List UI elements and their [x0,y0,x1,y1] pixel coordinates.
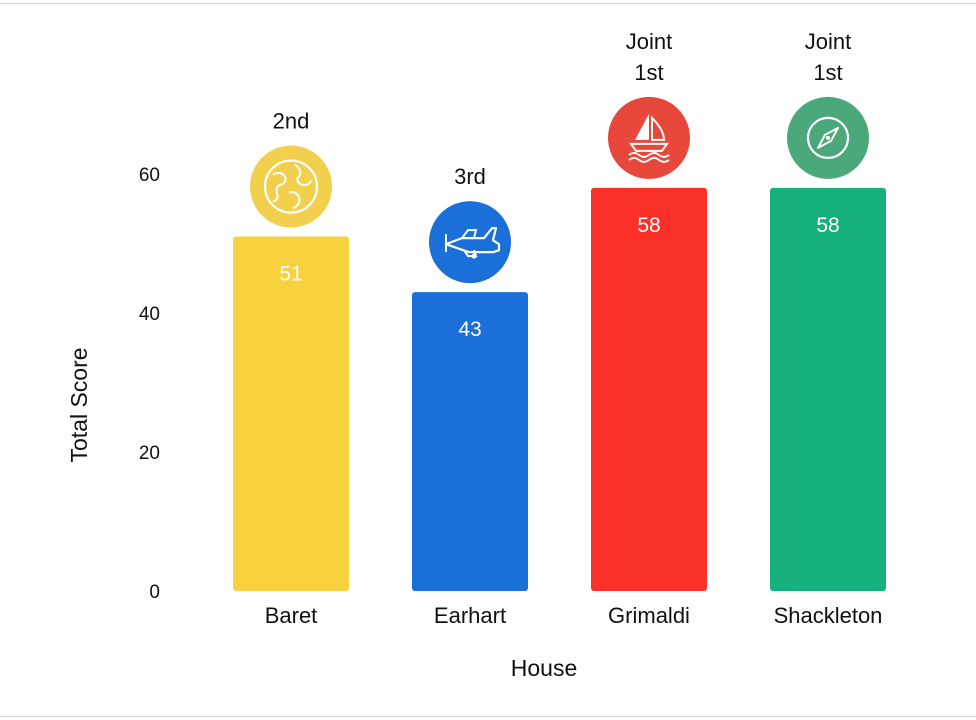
bar-group-baret: 51 2nd Baret [233,109,349,628]
y-axis-title: Total Score [66,347,92,462]
x-tick-label: Baret [265,603,318,628]
top-border [0,3,976,4]
x-axis-title: House [511,655,577,681]
bar-value-label: 58 [637,214,660,237]
y-tick-label: 20 [139,443,160,464]
x-tick-label: Shackleton [774,603,883,628]
bar-value-label: 43 [458,318,481,341]
rank-label: Joint [805,29,851,54]
sailboat-icon [628,113,670,163]
globe-icon [263,159,319,214]
rank-label: 3rd [454,164,486,189]
bar-group-shackleton: 58 Joint 1st Shackleton [770,29,886,628]
bar [233,236,349,592]
rank-label: 1st [634,60,663,85]
rank-badge [250,145,332,228]
airplane-icon [444,227,501,259]
y-tick-label: 60 [139,165,160,186]
bar [770,187,886,591]
bottom-border [0,716,976,717]
bar [591,187,707,591]
bar-group-earhart: 43 3rd Earhart [412,164,528,628]
bar [412,292,528,591]
rank-badge [429,201,511,284]
rank-label: Joint [626,29,672,54]
bar-value-label: 58 [816,214,839,237]
y-tick-label: 0 [149,582,160,603]
x-tick-label: Grimaldi [608,603,690,628]
compass-icon [806,116,850,159]
rank-label: 2nd [273,109,310,134]
x-tick-label: Earhart [434,603,506,628]
rank-label: 1st [813,60,842,85]
y-tick-label: 40 [139,304,160,325]
bar-value-label: 51 [279,263,302,286]
bar-group-grimaldi: 58 Joint 1st Grimaldi [591,29,707,628]
